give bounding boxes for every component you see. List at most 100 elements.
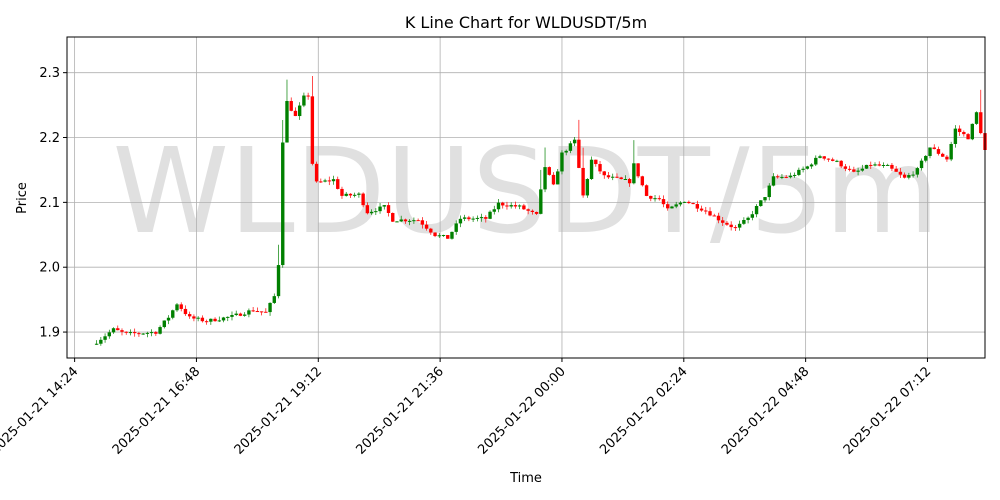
candle-body [433,232,437,237]
grid [67,37,985,358]
candle-body [687,201,691,204]
candle-body [729,224,733,228]
candle-body [492,209,496,212]
candle-body [822,156,826,159]
candle-body [890,164,894,169]
candle-body [352,194,357,196]
candle-body [953,128,958,144]
candle-body [746,217,750,220]
candle-body [750,214,755,218]
x-tick-label: 2025-01-21 19:12 [232,364,325,457]
candle-body [534,211,539,214]
candle-body [581,167,585,196]
candle-body [145,332,150,334]
candle-body [374,211,378,213]
chart-title: K Line Chart for WLDUSDT/5m [405,13,647,32]
candle-body [238,313,243,316]
candle-body [365,205,370,214]
candle-body [348,193,353,196]
x-tick-label: 2025-01-22 00:00 [475,364,568,457]
candle-body [585,179,590,196]
candle-body [902,174,907,178]
candle-body [818,156,822,158]
candle-body [196,317,200,319]
candle-body [513,205,518,207]
candle-body [826,158,831,160]
candle-body [378,206,382,212]
candle-body [327,180,331,182]
candle-body [924,155,928,161]
candle-body [797,169,801,175]
candle-body [458,218,463,224]
candle-body [860,168,865,171]
candle-body [306,95,310,97]
candle-body [598,164,602,172]
candle-body [771,176,776,186]
candle-body [674,204,678,207]
candle-body [957,128,962,133]
candle-body [297,105,302,117]
candle-body [530,210,535,212]
candle-body [767,185,771,198]
candle-body [234,313,238,316]
candle-body [412,220,416,222]
candle-body [979,112,983,134]
candle-body [572,139,577,144]
candle-body [907,175,911,178]
candles [94,75,987,346]
candle-body [217,320,221,322]
candle-body [416,220,420,222]
candle-body [623,179,628,181]
candle-body [949,143,953,160]
x-axis-label: Time [509,471,542,486]
candle-body [615,176,619,178]
candle-body [302,95,306,106]
candle-body [446,235,450,239]
candle-body [522,205,526,210]
x-tick-label: 2025-01-21 14:24 [0,364,81,457]
candle-body [911,174,915,176]
y-tick-label: 2.2 [39,131,60,146]
candle-body [175,304,179,311]
candle-body [259,311,264,313]
candle-body [556,171,560,185]
candle-body [691,203,695,205]
candle-body [547,167,551,175]
candle-body [323,180,327,182]
candle-body [230,315,234,317]
y-tick-label: 2.1 [39,196,60,211]
candle-body [420,220,425,225]
y-tick-label: 1.9 [39,326,60,341]
candle-body [505,205,509,207]
candle-body [894,168,898,172]
candle-body [644,185,649,196]
candle-body [539,189,543,214]
candle-body [974,112,979,124]
candle-body [915,168,920,175]
candle-body [733,227,738,229]
candle-body [166,317,171,321]
candle-body [264,311,268,313]
candle-body [488,211,492,219]
candle-body [319,181,323,183]
candle-body [928,147,932,156]
candle-body [936,149,941,154]
candle-body [568,143,573,151]
candle-body [399,219,403,222]
candle-body [919,160,924,169]
candle-body [120,330,124,332]
x-tick-label: 2025-01-22 04:48 [719,364,812,457]
candle-body [149,332,154,334]
candle-body [209,318,213,322]
candle-body [962,132,966,135]
candle-body [526,209,530,211]
candle-body [792,174,797,176]
candle-body [467,217,471,220]
candle-body [103,336,107,340]
candle-body [776,176,780,178]
candle-body [289,101,293,111]
y-axis-label: Price [15,182,30,214]
candle-body [344,193,348,196]
